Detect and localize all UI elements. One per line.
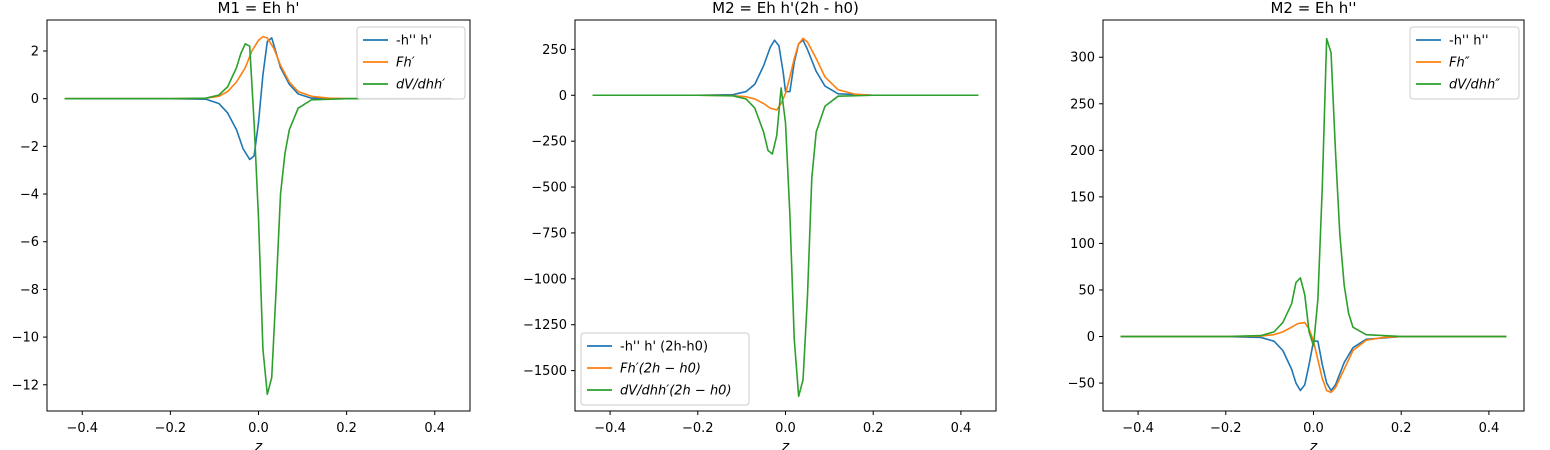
y-tick-label: 150 [1070,190,1095,205]
series-line-2 [64,35,453,100]
chart-panel-2: −0.4 −0.2 0.0 0.2 0.4 250 0 −250 −500 −750 −1000 −1… [523,0,997,450]
y-tick-label: −50 [1068,377,1095,392]
series-line-2 [1120,321,1507,394]
x-axis-label: z [1309,439,1318,450]
x-tick-label: −0.4 [1122,421,1154,436]
x-tick-label: 0.0 [248,421,269,436]
x-tick-label: 0.0 [1303,421,1324,436]
y-tick-label: 50 [1078,283,1095,298]
series-line-1 [64,37,453,161]
y-tick-label: −1500 [523,364,567,379]
legend-entry-label: Fh″ [1449,56,1470,71]
chart-title: M2 = Eh h'(2h - h0) [712,0,859,17]
x-tick-label: 0.2 [863,421,884,436]
x-tick-label: −0.4 [594,421,626,436]
legend-entry-label: Fh′(2h − h0) [620,362,701,377]
legend-entry-label: -h'' h' (2h-h0) [620,340,708,355]
y-tick-label: 2 [31,44,39,59]
series-line-3 [64,43,453,396]
x-tick-label: −0.2 [1210,421,1242,436]
series-line-1 [592,39,979,97]
legend: -h'' h' Fh′ dV/dhh′ [356,26,466,100]
x-axis-label: z [254,439,263,450]
y-tick-label: −10 [12,331,39,346]
x-tick-label: 0.4 [1479,421,1500,436]
x-tick-label: 0.0 [775,421,796,436]
y-tick-label: −500 [531,181,567,196]
legend-box [1409,26,1520,100]
legend-entry-label: dV/dhh′ [396,78,445,93]
chart-title: M2 = Eh h'' [1270,0,1356,17]
legend: -h'' h' (2h-h0) Fh′(2h − h0) dV/dhh′(2h − … [580,332,750,406]
x-tick-label: 0.4 [951,421,972,436]
legend-box [580,332,750,406]
y-tick-label: −2 [20,140,39,155]
y-tick-label: 200 [1070,144,1095,159]
y-tick-label: 0 [559,89,567,104]
y-tick-label: −1250 [523,318,567,333]
y-tick-label: −250 [531,135,567,150]
legend-entry-label: dV/dhh′(2h − h0) [620,384,732,399]
chart-panel-3: −0.4 −0.2 0.0 0.2 0.4 300 250 200 150 100 50 0 −50 M2… [1068,0,1525,450]
x-tick-label: −0.2 [155,421,187,436]
legend: -h'' h'' Fh″ dV/dhh″ [1409,26,1520,100]
y-tick-label: 250 [1070,97,1095,112]
y-tick-label: 0 [1087,330,1095,345]
y-tick-label: −6 [20,235,39,250]
series-line-3 [1120,37,1507,347]
y-tick-label: 250 [542,43,567,58]
x-tick-label: −0.2 [682,421,714,436]
y-tick-label: −4 [20,188,39,203]
y-tick-label: −8 [20,283,39,298]
legend-entry-label: Fh′ [396,56,415,71]
legend-box [356,26,466,100]
x-tick-label: 0.2 [1391,421,1412,436]
y-tick-label: −750 [531,226,567,241]
chart-panel-1: −0.4 −0.2 0.0 0.2 0.4 2 0 −2 −4 −6 −8 −10 −12 M1 = Eh… [12,0,471,450]
legend-entry-label: -h'' h' [396,34,432,49]
legend-entry-label: -h'' h'' [1449,34,1489,49]
y-tick-label: 0 [31,92,39,107]
x-axis-label: z [781,439,790,450]
x-tick-label: 0.4 [424,421,445,436]
y-tick-label: −12 [12,378,39,393]
y-tick-label: 300 [1070,51,1095,66]
y-tick-label: 100 [1070,237,1095,252]
legend-entry-label: dV/dhh″ [1449,78,1500,93]
chart-title: M1 = Eh h' [218,0,300,17]
x-tick-label: 0.2 [336,421,357,436]
series-line-3 [592,87,979,398]
series-line-2 [592,37,979,111]
y-tick-label: −1000 [523,272,567,287]
x-tick-label: −0.4 [66,421,98,436]
